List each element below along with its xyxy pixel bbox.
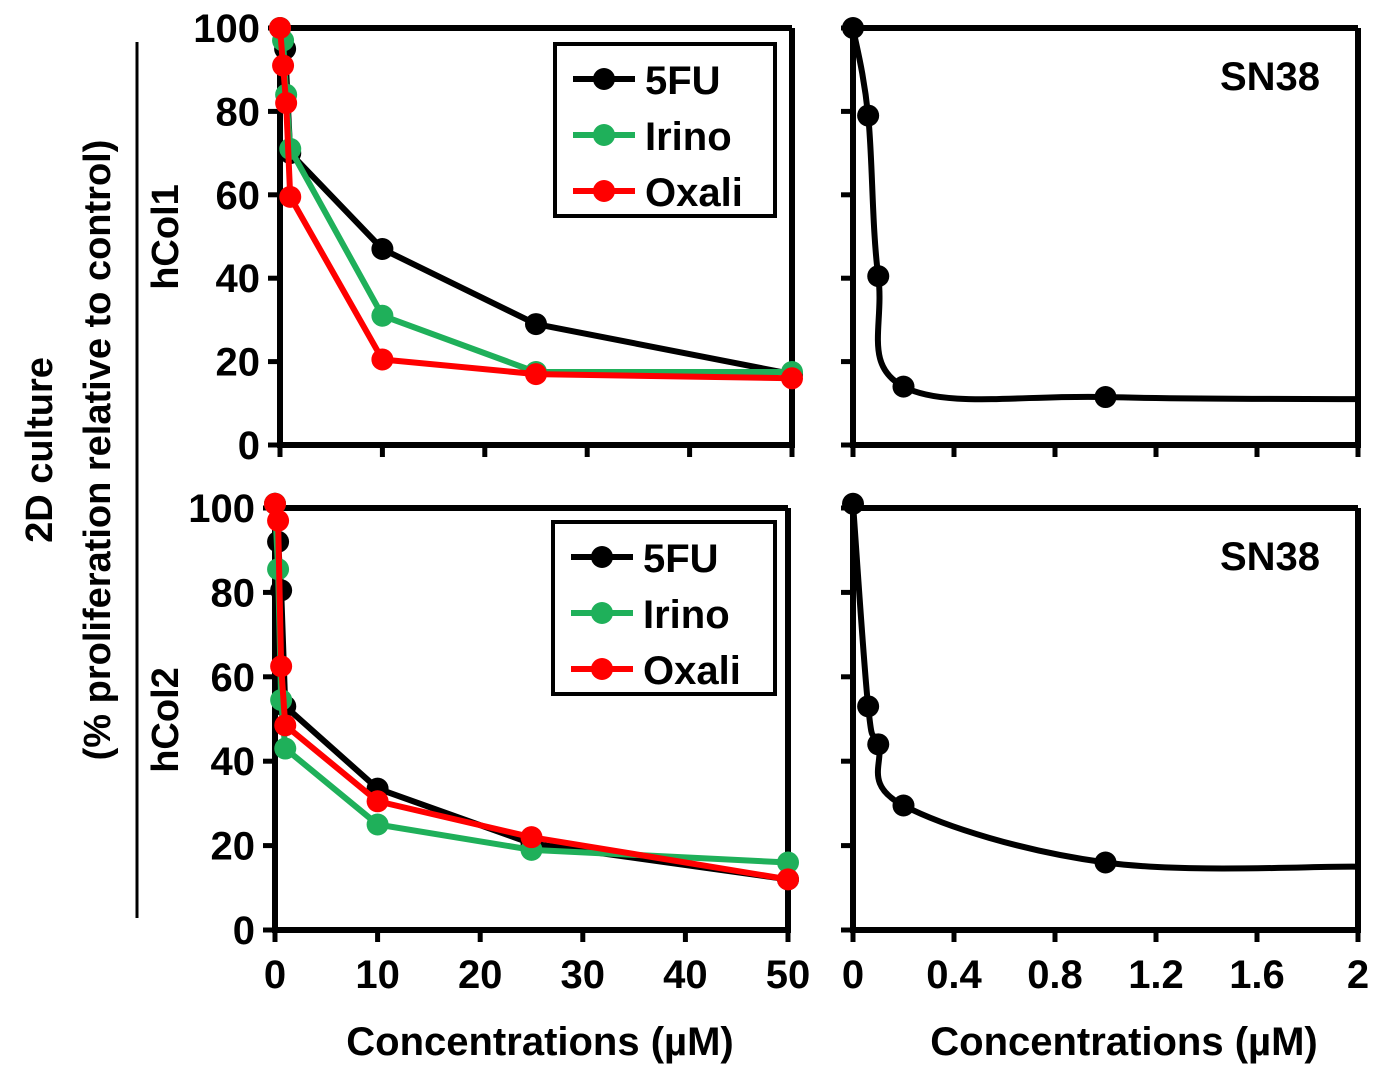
y-tick-label: 80 xyxy=(216,90,261,134)
xlabel-left: Concentrations (µM) xyxy=(346,1020,733,1064)
data-point-sn38 xyxy=(857,104,880,127)
xlabel-right: Concentrations (µM) xyxy=(930,1020,1317,1064)
legend-label-oxali: Oxali xyxy=(645,171,743,215)
x-tick-label: 2 xyxy=(1347,953,1369,997)
data-point-irino xyxy=(274,737,297,760)
data-point-oxali xyxy=(270,655,293,678)
x-tick-label: 1.6 xyxy=(1229,953,1285,997)
row-label-hcol2: hCol2 xyxy=(145,667,187,773)
data-point-oxali xyxy=(366,790,389,813)
y-tick-label: 60 xyxy=(211,656,256,700)
series-line-sn38 xyxy=(850,503,1359,872)
data-point-sn38 xyxy=(892,794,915,817)
x-tick-label: 1.2 xyxy=(1128,953,1184,997)
ylabel-line2: (% proliferation relative to control) xyxy=(77,140,119,761)
data-point-oxali xyxy=(274,714,297,737)
data-point-oxali xyxy=(279,185,302,208)
data-point-oxali xyxy=(781,367,803,390)
ylabel-line1: 2D culture xyxy=(19,357,61,543)
panel-3: 0 20 40 60 80 100 0 10 20 30 40 50 5FU Irino Oxali xyxy=(188,487,810,997)
y-tick-label: 40 xyxy=(211,740,256,784)
data-point-sn38 xyxy=(857,695,880,718)
legend-swatch-marker xyxy=(591,602,613,624)
y-tick-label: 100 xyxy=(188,487,255,531)
data-point-sn38 xyxy=(1094,386,1117,409)
panel-1: 0 20 40 60 80 100 5FU Irino Oxali xyxy=(193,7,803,468)
data-point-5fu xyxy=(525,313,547,336)
y-tick-label: 0 xyxy=(238,424,260,468)
x-tick-label: 0.8 xyxy=(1027,953,1083,997)
x-tick-label: 0 xyxy=(264,953,286,997)
data-point-sn38 xyxy=(842,17,864,39)
legend-swatch-marker xyxy=(593,180,615,202)
legend-label-5fu: 5FU xyxy=(645,59,721,103)
y-tick-label: 20 xyxy=(216,341,261,385)
legend-label-oxali: Oxali xyxy=(643,649,741,693)
data-point-oxali xyxy=(777,868,799,891)
data-point-irino xyxy=(366,813,389,836)
y-tick-label: 60 xyxy=(216,174,261,218)
panel-2: SN38 xyxy=(841,17,1361,457)
legend-label-irino: Irino xyxy=(645,115,732,159)
data-point-oxali xyxy=(275,92,298,115)
legend-swatch-marker xyxy=(591,546,613,568)
panel-title: SN38 xyxy=(1220,55,1320,99)
legend-swatch-marker xyxy=(593,68,615,90)
data-point-sn38 xyxy=(867,265,890,288)
legend-box xyxy=(553,42,777,218)
shared-ylabel: 2D culture (% proliferation relative to … xyxy=(19,42,139,918)
x-tick-label: 20 xyxy=(458,953,503,997)
legend: 5FU Irino Oxali xyxy=(551,520,777,696)
legend-swatch-marker xyxy=(591,658,613,680)
data-point-sn38 xyxy=(892,375,915,398)
data-point-irino xyxy=(777,851,799,874)
y-tick-label: 0 xyxy=(233,909,255,953)
data-point-5fu xyxy=(371,238,394,261)
data-point-oxali xyxy=(520,826,543,849)
x-tick-label: 0 xyxy=(842,953,864,997)
data-point-sn38 xyxy=(842,492,864,515)
legend: 5FU Irino Oxali xyxy=(553,42,777,218)
x-tick-label: 10 xyxy=(355,953,400,997)
y-tick-label: 40 xyxy=(216,257,261,301)
panel-title: SN38 xyxy=(1220,535,1320,579)
panels: 0204060801005FUIrinoOxaliSN3802040608010… xyxy=(188,7,1369,997)
data-point-sn38 xyxy=(1094,851,1117,874)
legend-box xyxy=(551,520,777,696)
x-tick-label: 40 xyxy=(663,953,708,997)
legend-label-5fu: 5FU xyxy=(643,537,719,581)
data-point-oxali xyxy=(371,348,394,371)
data-point-sn38 xyxy=(867,733,890,756)
row-label-hcol1: hCol1 xyxy=(145,184,187,290)
data-point-irino xyxy=(371,304,394,327)
y-tick-label: 20 xyxy=(211,825,256,869)
data-point-oxali xyxy=(264,492,286,515)
y-tick-label: 80 xyxy=(211,571,256,615)
x-tick-label: 50 xyxy=(766,953,811,997)
x-tick-label: 0.4 xyxy=(926,953,982,997)
data-point-oxali xyxy=(269,17,291,39)
y-tick-label: 100 xyxy=(193,7,260,51)
data-point-oxali xyxy=(272,54,295,77)
data-point-oxali xyxy=(267,509,290,532)
data-point-oxali xyxy=(525,363,547,386)
x-tick-label: 30 xyxy=(561,953,606,997)
panel-4: 0 0.4 0.8 1.2 1.6 2 SN38 xyxy=(841,492,1369,997)
legend-label-irino: Irino xyxy=(643,593,730,637)
legend-swatch-marker xyxy=(593,124,615,146)
